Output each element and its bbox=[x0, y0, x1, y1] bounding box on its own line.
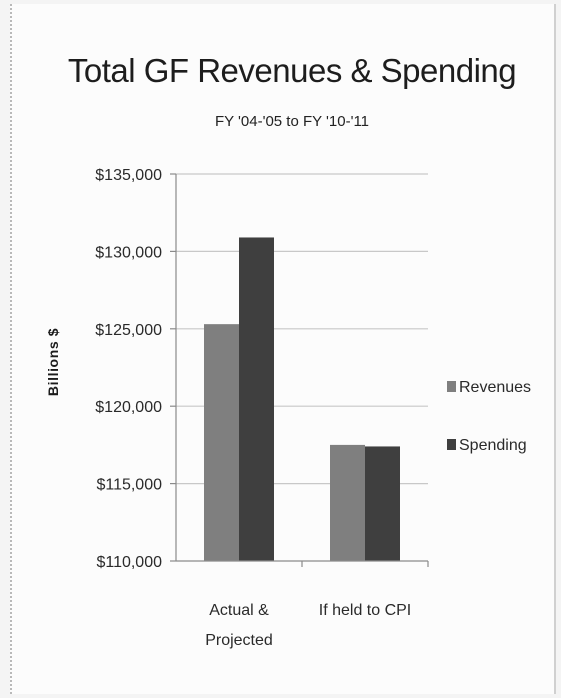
y-tick-label: $115,000 bbox=[96, 477, 162, 494]
legend-label-spending: Spending bbox=[459, 437, 527, 454]
x-category-label: If held to CPI bbox=[319, 602, 412, 619]
bar-revenues bbox=[204, 324, 239, 561]
chart-subtitle: FY '04-'05 to FY '10-'11 bbox=[215, 113, 369, 130]
bar-revenues bbox=[330, 444, 365, 561]
y-tick-label: $135,000 bbox=[95, 167, 162, 184]
bar-spending bbox=[365, 446, 400, 561]
legend-swatch-spending bbox=[447, 439, 456, 450]
bars bbox=[204, 237, 400, 561]
y-tick-label: $120,000 bbox=[95, 399, 162, 416]
y-tick-label: $130,000 bbox=[95, 244, 162, 261]
axes bbox=[175, 174, 429, 567]
chart-title: Total GF Revenues & Spending bbox=[68, 52, 516, 89]
chart-frame bbox=[10, 4, 556, 694]
x-category-label: Projected bbox=[205, 632, 273, 649]
legend-label-revenues: Revenues bbox=[459, 379, 531, 396]
x-category-label: Actual & bbox=[209, 602, 269, 619]
y-tick-label: $125,000 bbox=[95, 322, 162, 339]
y-axis-label: Billions $ bbox=[45, 328, 61, 396]
legend: Revenues Spending bbox=[447, 379, 531, 454]
category-labels: Actual & Projected If held to CPI bbox=[205, 602, 411, 649]
legend-swatch-revenues bbox=[447, 381, 456, 392]
y-tick-label: $110,000 bbox=[96, 554, 162, 571]
y-axis-ticks: $135,000 $130,000 $125,000 $120,000 $115,000… bbox=[95, 167, 176, 571]
bar-spending bbox=[239, 237, 274, 561]
